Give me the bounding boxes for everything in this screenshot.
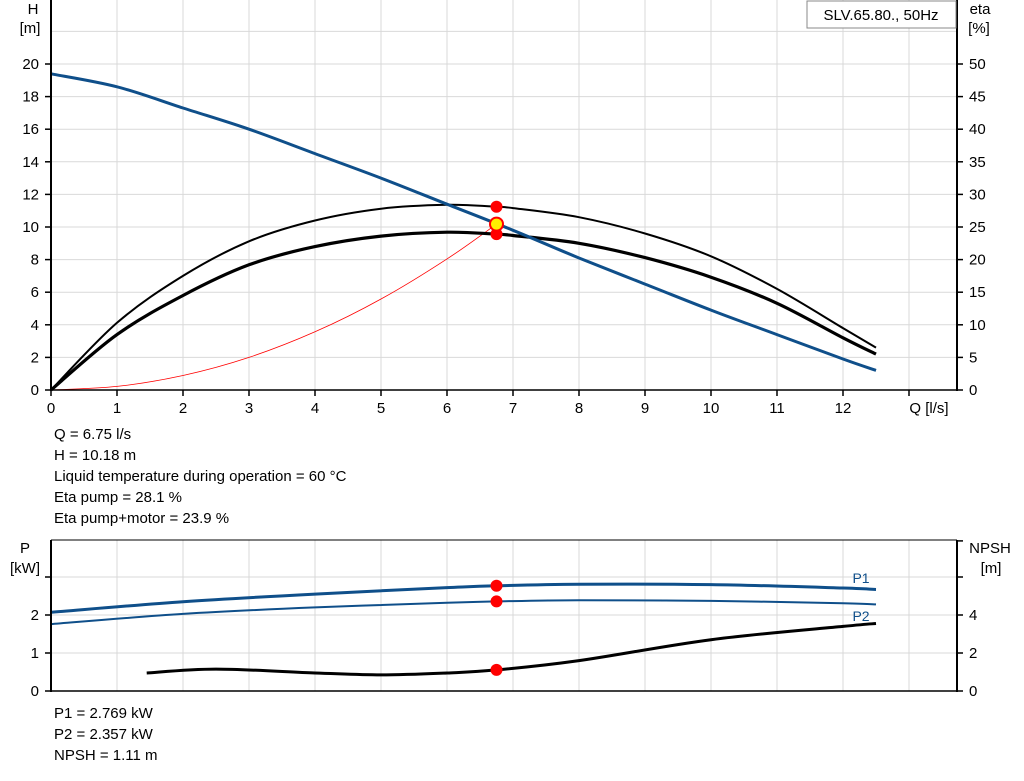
npsh-operating-point <box>490 663 503 676</box>
y-left-tick-label: 2 <box>31 349 39 366</box>
npsh-tick-label: 4 <box>969 607 977 624</box>
info-temperature: Liquid temperature during operation = 60… <box>54 468 347 485</box>
y-right-tick-label: 45 <box>969 89 986 106</box>
x-tick-label: 9 <box>641 400 649 417</box>
npsh-curve <box>146 622 877 677</box>
p2-curve-label: P2 <box>852 608 869 624</box>
info-p1: P1 = 2.769 kW <box>54 705 153 722</box>
y-right-tick-label: 50 <box>969 56 986 73</box>
info-eta-pump-motor: Eta pump+motor = 23.9 % <box>54 510 230 527</box>
duty-point-marker <box>489 216 504 232</box>
p-tick-label: 0 <box>31 683 39 700</box>
bottom-y-left-label: P <box>20 540 30 557</box>
x-tick-label: 2 <box>179 400 187 417</box>
npsh-tick-label: 0 <box>969 683 977 700</box>
y-left-tick-label: 14 <box>22 154 39 171</box>
eta-pump-motor-curve <box>49 230 877 392</box>
y-right-tick-label: 5 <box>969 349 977 366</box>
bottom-y-right-unit: [m] <box>981 560 1002 577</box>
y-left-tick-label: 0 <box>31 382 39 399</box>
y-left-tick-label: 18 <box>22 89 39 106</box>
top-y-right-unit: [%] <box>968 20 990 37</box>
bottom-chart-curves <box>50 579 877 677</box>
y-left-tick-label: 16 <box>22 121 39 138</box>
x-tick-label: 0 <box>47 400 55 417</box>
info-flow: Q = 6.75 l/s <box>54 426 132 443</box>
bottom-chart-grid <box>51 540 957 691</box>
info-p2: P2 = 2.357 kW <box>54 726 153 743</box>
top-chart-grid <box>51 0 957 390</box>
y-left-tick-label: 20 <box>22 56 39 73</box>
y-right-tick-label: 40 <box>969 121 986 138</box>
bottom-y-right-label: NPSH <box>969 540 1011 557</box>
x-tick-label: 12 <box>835 400 852 417</box>
eta-pump-motor-operating-point <box>490 228 503 241</box>
x-tick-label: 4 <box>311 400 319 417</box>
y-left-tick-label: 10 <box>22 219 39 236</box>
y-right-tick-label: 30 <box>969 186 986 203</box>
top-y-left-label: H <box>28 1 39 18</box>
x-tick-label: 11 <box>769 400 785 417</box>
x-tick-label: 6 <box>443 400 451 417</box>
y-right-tick-label: 25 <box>969 219 986 236</box>
top-x-axis-label: Q [l/s] <box>909 400 948 417</box>
top-chart-curves <box>49 72 877 392</box>
info-eta-pump: Eta pump = 28.1 % <box>54 489 182 506</box>
y-left-tick-label: 4 <box>31 317 39 334</box>
bottom-chart-axes: 0 1 2 0 2 4 <box>31 539 977 700</box>
p1-curve <box>50 582 877 614</box>
x-tick-label: 5 <box>377 400 385 417</box>
y-right-tick-label: 0 <box>969 382 977 399</box>
y-right-tick-label: 15 <box>969 284 986 301</box>
info-npsh: NPSH = 1.11 m <box>54 747 158 764</box>
x-tick-label: 7 <box>509 400 517 417</box>
x-tick-label: 10 <box>703 400 720 417</box>
top-y-left-unit: [m] <box>20 20 41 37</box>
y-left-tick-label: 12 <box>22 186 39 203</box>
legend-title: SLV.65.80., 50Hz <box>823 7 938 24</box>
y-left-tick-label: 8 <box>31 252 39 269</box>
head-curve <box>50 72 877 372</box>
top-y-right-label: eta <box>970 1 992 18</box>
x-tick-label: 3 <box>245 400 253 417</box>
info-head: H = 10.18 m <box>54 447 137 464</box>
bottom-info-panel: P1 = 2.769 kW P2 = 2.357 kW NPSH = 1.11 … <box>54 703 158 766</box>
top-info-panel: Q = 6.75 l/s H = 10.18 m Liquid temperat… <box>54 424 346 529</box>
p1-curve-label: P1 <box>852 570 869 586</box>
npsh-tick-label: 2 <box>969 645 977 662</box>
y-right-tick-label: 20 <box>969 252 986 269</box>
p-tick-label: 2 <box>31 607 39 624</box>
eta-pump-operating-point <box>490 200 503 213</box>
x-tick-label: 1 <box>113 400 121 417</box>
x-tick-label: 8 <box>575 400 583 417</box>
y-left-tick-label: 6 <box>31 284 39 301</box>
p1-operating-point <box>490 579 503 592</box>
legend-box <box>806 0 957 29</box>
y-right-tick-label: 35 <box>969 154 986 171</box>
p-tick-label: 1 <box>31 645 39 662</box>
system-curve <box>50 223 497 391</box>
p2-operating-point <box>490 595 503 608</box>
bottom-y-left-unit: [kW] <box>10 560 40 577</box>
y-right-tick-label: 10 <box>969 317 986 334</box>
